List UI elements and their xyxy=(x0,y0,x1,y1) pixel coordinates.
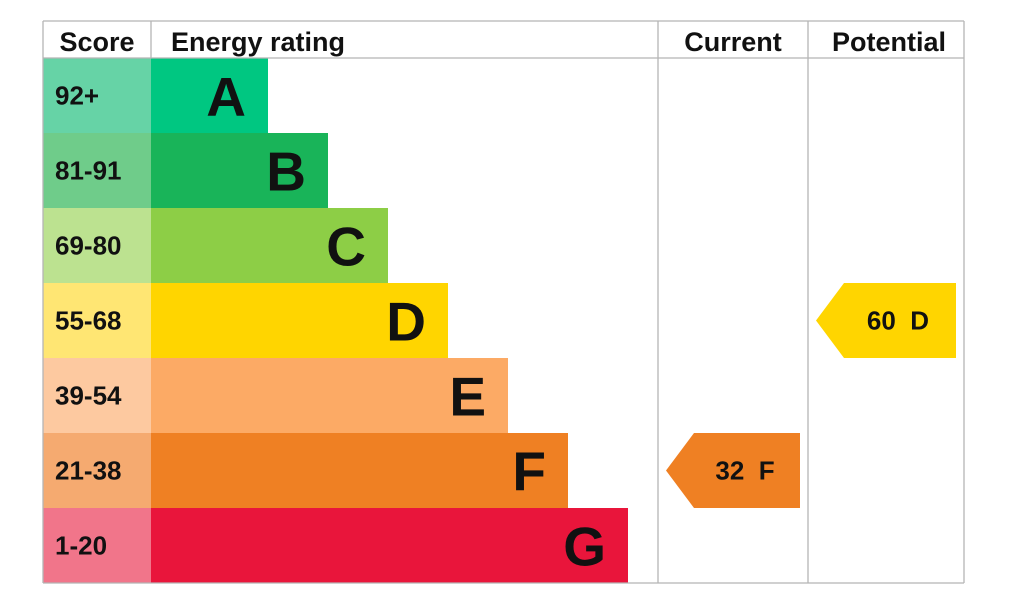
rating-indicators: 32 F 60 D xyxy=(666,283,956,508)
header-potential: Potential xyxy=(832,27,946,57)
grid-lines xyxy=(42,20,965,584)
current-rating-arrow xyxy=(666,433,800,508)
potential-rating-arrow xyxy=(816,283,956,358)
current-rating-label: 32 F xyxy=(715,456,774,486)
header-row: Score Energy rating Current Potential xyxy=(59,27,946,57)
bar-d xyxy=(151,283,448,358)
band-letter-b: B xyxy=(266,141,306,203)
bar-b xyxy=(151,133,328,208)
bar-f xyxy=(151,433,568,508)
band-letter-a: A xyxy=(206,66,246,128)
band-letter-c: C xyxy=(326,216,366,278)
score-cell-f xyxy=(43,433,151,508)
band-letter-g: G xyxy=(563,516,606,578)
band-letter-d: D xyxy=(386,291,426,353)
score-cell-c xyxy=(43,208,151,283)
bar-e xyxy=(151,358,508,433)
score-cell-e xyxy=(43,358,151,433)
potential-rating-label: 60 D xyxy=(867,306,929,336)
score-range-g: 1-20 xyxy=(55,531,107,561)
header-score: Score xyxy=(59,27,134,57)
score-range-f: 21-38 xyxy=(55,456,122,486)
score-range-a: 92+ xyxy=(55,81,99,111)
band-letter-f: F xyxy=(512,441,546,503)
rating-bands: 92+ A 81-91 B 69-80 C 55-68 D 39-54 E 21-38 F 1-20 G xyxy=(43,58,628,583)
header-current: Current xyxy=(684,27,782,57)
header-energy-rating: Energy rating xyxy=(171,27,345,57)
score-range-d: 55-68 xyxy=(55,306,122,336)
score-range-c: 69-80 xyxy=(55,231,122,261)
bar-g xyxy=(151,508,628,583)
band-letter-e: E xyxy=(449,366,486,428)
score-range-e: 39-54 xyxy=(55,381,122,411)
score-cell-g xyxy=(43,508,151,583)
bar-c xyxy=(151,208,388,283)
score-cell-d xyxy=(43,283,151,358)
score-cell-b xyxy=(43,133,151,208)
score-range-b: 81-91 xyxy=(55,156,122,186)
score-cell-a xyxy=(43,58,151,133)
bar-a xyxy=(151,58,268,133)
